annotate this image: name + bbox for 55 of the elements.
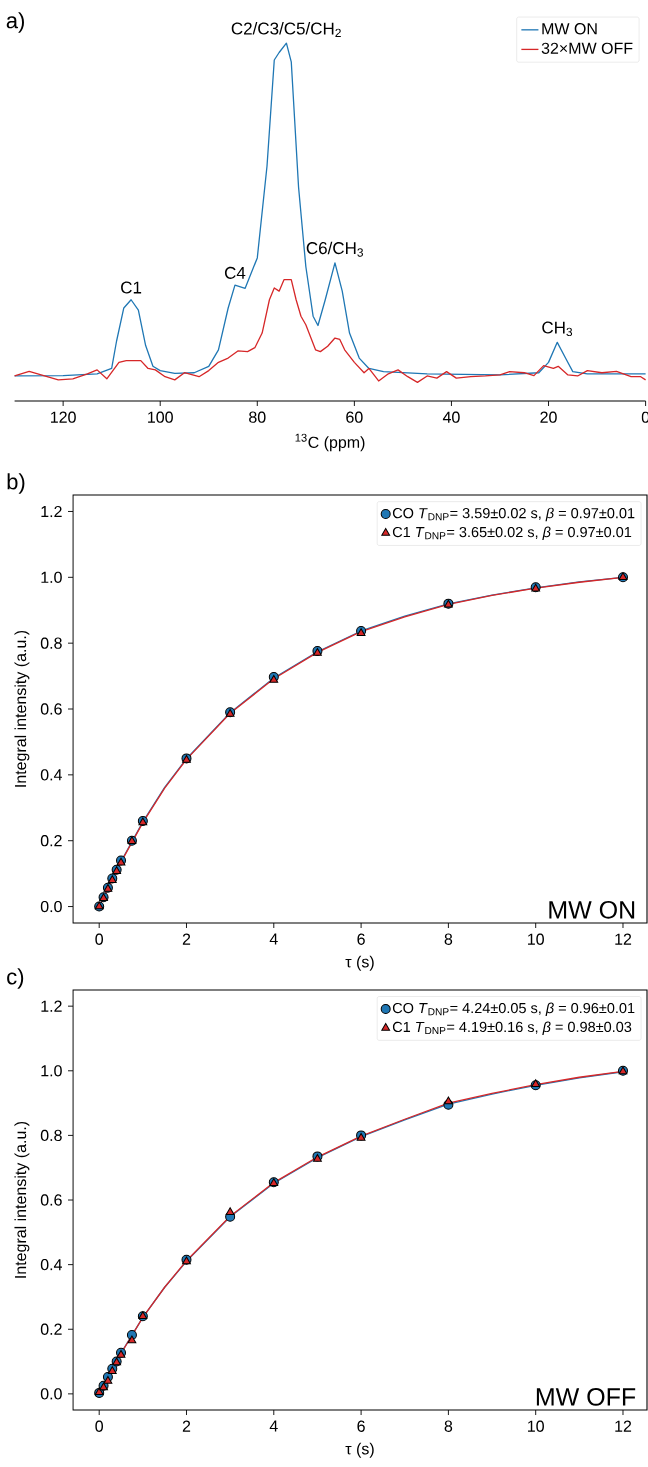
y-tick-label: 0.8 [40, 1129, 62, 1142]
x-tick-label: 10 [528, 1420, 544, 1432]
chart-title: b) [7, 473, 25, 494]
x-tick-label: 0 [95, 933, 104, 945]
y-tick-label: 1.2 [41, 1000, 62, 1012]
x-tick-label: 100 [148, 411, 173, 423]
x-tick-label: 4 [269, 933, 278, 945]
y-tick-label: 0.2 [40, 1323, 62, 1335]
y-tick-label: 1.0 [41, 1065, 62, 1077]
x-tick-label: 2 [182, 933, 191, 945]
y-axis-title: Integral intensity (a.u.) [14, 1121, 30, 1278]
annotation: MW OFF [536, 1388, 636, 1406]
y-axis-title: Integral intensity (a.u.) [14, 630, 30, 787]
x-tick-label: 6 [357, 933, 365, 945]
x-axis-title: $^{13}$C (ppm) [295, 433, 365, 452]
annotation: C2/C3/C5/CH$_{2}$ [231, 22, 341, 37]
annotation: CH$_{3}$ [542, 321, 573, 337]
x-tick-label: 12 [615, 933, 632, 945]
y-tick-label: 1.0 [41, 571, 62, 583]
x-tick-label: 10 [528, 933, 544, 945]
y-tick-label: 0.4 [40, 1258, 62, 1271]
x-tick-label: 12 [615, 1420, 632, 1432]
y-tick-label: 0.0 [40, 1388, 62, 1400]
x-tick-label: 0 [95, 1420, 104, 1432]
x-tick-label: 60 [346, 411, 363, 423]
y-tick-label: 1.2 [41, 505, 62, 518]
legend-label: C1 T$_{DNP}$= 4.19±0.16 s, β = 0.98±0.03 [392, 1021, 632, 1035]
x-tick-label: 80 [249, 411, 266, 423]
chart-title: a) [6, 12, 24, 33]
x-tick-label: 120 [51, 411, 76, 423]
legend-label: CO T$_{DNP}$= 3.59±0.02 s, β = 0.97±0.01 [392, 507, 635, 522]
x-tick-label: 6 [357, 1420, 365, 1432]
x-axis-title: τ (s) [345, 955, 374, 971]
legend-label: C1 T$_{DNP}$= 3.65±0.02 s, β = 0.97±0.01 [392, 526, 632, 541]
x-tick-label: 40 [442, 411, 460, 423]
x-tick-label: 2 [182, 1420, 191, 1432]
chart-title: c) [7, 968, 24, 989]
y-tick-label: 0.4 [40, 769, 62, 781]
y-tick-label: 0.8 [40, 637, 62, 649]
annotation: C4 [224, 266, 246, 279]
y-tick-label: 0.6 [40, 703, 62, 715]
x-tick-label: 4 [269, 1420, 278, 1432]
annotation: C1 [121, 281, 142, 294]
x-tick-label: 20 [540, 411, 557, 423]
legend-label: MW ON [542, 23, 597, 35]
y-tick-label: 0.6 [40, 1194, 62, 1206]
y-tick-label: 0.0 [40, 900, 62, 913]
legend-label: 32×MW OFF [541, 42, 633, 54]
annotation: MW ON [549, 900, 635, 919]
x-tick-label: 8 [444, 1420, 453, 1432]
x-tick-label: 8 [444, 933, 453, 945]
legend-label: CO T$_{DNP}$= 4.24±0.05 s, β = 0.96±0.01 [392, 1002, 635, 1017]
annotation: C6/CH$_{3}$ [306, 241, 363, 257]
y-tick-label: 0.2 [40, 835, 62, 847]
x-axis-title: τ (s) [345, 1442, 374, 1458]
